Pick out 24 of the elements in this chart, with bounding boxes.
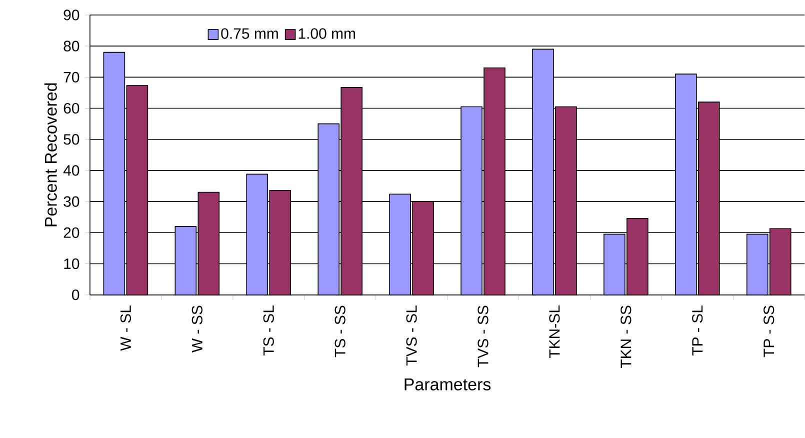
y-tick-label: 70 bbox=[64, 72, 80, 83]
y-tick-label: 60 bbox=[64, 103, 80, 114]
x-tick-label: TP - SL bbox=[692, 306, 703, 356]
x-tick-label: W - SL bbox=[120, 306, 131, 351]
x-tick-label: TKN - SS bbox=[620, 306, 632, 368]
legend-label: 1.00 mm bbox=[298, 28, 356, 39]
y-tick-label: 30 bbox=[64, 196, 80, 207]
x-tick-label: TS - SS bbox=[334, 306, 346, 358]
x-tick-label: W - SS bbox=[192, 306, 202, 353]
y-tick-label: 40 bbox=[63, 165, 80, 176]
x-tick-label: TKN-SL bbox=[549, 306, 560, 358]
x-axis-title: Parameters bbox=[404, 378, 491, 391]
x-tick-label: TP - SS bbox=[764, 306, 774, 358]
x-tick-label: TVS - SS bbox=[478, 306, 488, 368]
y-tick-label: 0 bbox=[72, 290, 80, 300]
y-tick-label: 10 bbox=[64, 258, 80, 270]
x-tick-label: TVS - SL bbox=[406, 306, 417, 366]
y-axis-title: Percent Recovered bbox=[44, 83, 57, 226]
x-tick-label: TS - SL bbox=[263, 306, 274, 356]
y-tick-label: 90 bbox=[64, 10, 80, 20]
y-tick-label: 20 bbox=[64, 227, 80, 238]
y-tick-label: 50 bbox=[64, 134, 80, 145]
y-tick-label: 80 bbox=[64, 40, 80, 52]
legend-label: 0.75 mm bbox=[221, 28, 278, 39]
